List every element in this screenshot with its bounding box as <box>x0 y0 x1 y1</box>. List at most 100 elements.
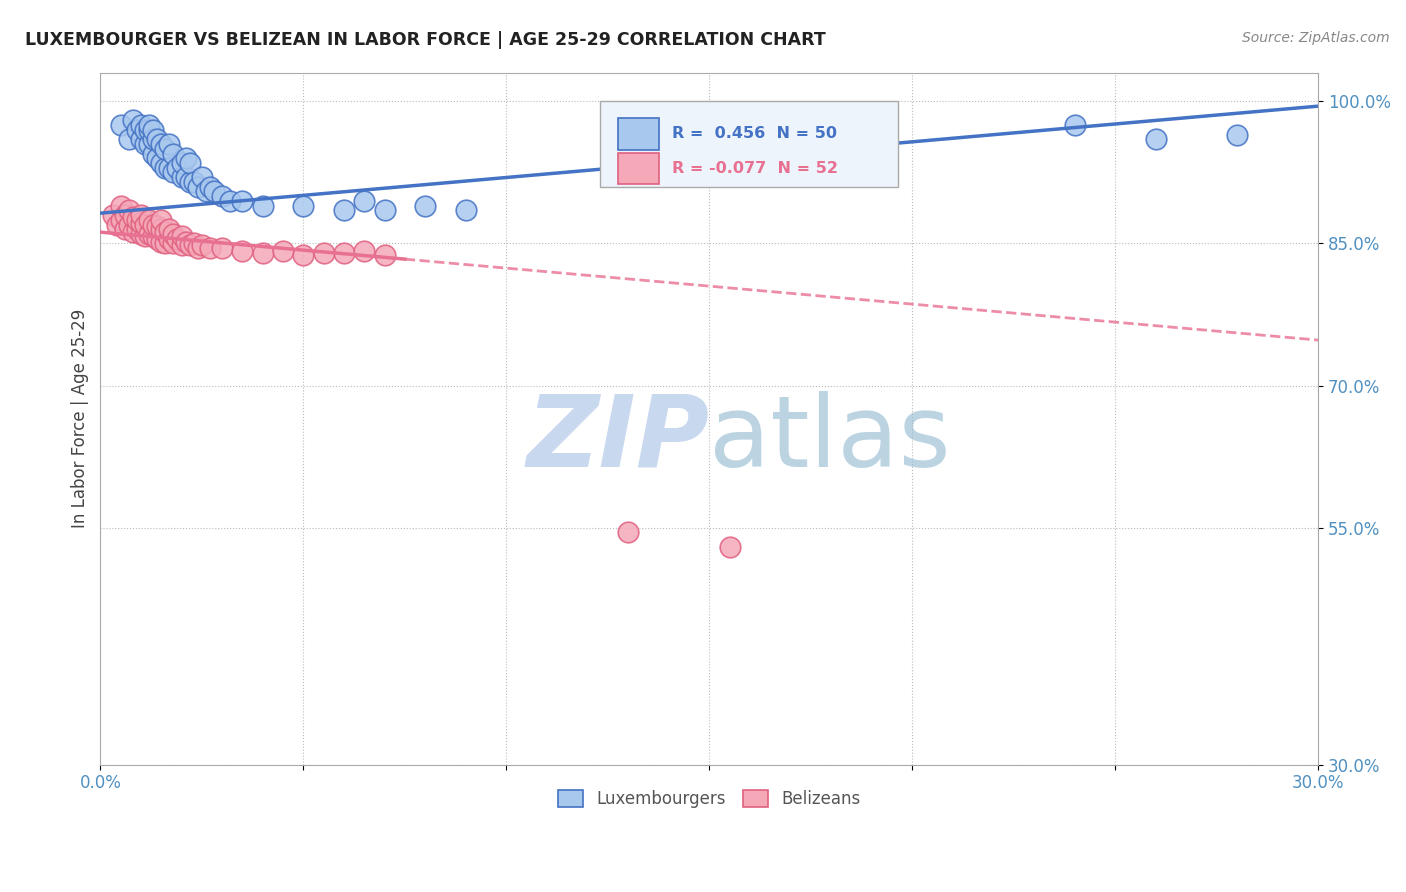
Point <box>162 146 184 161</box>
Point <box>150 212 173 227</box>
Point <box>138 212 160 227</box>
Point <box>413 198 436 212</box>
Point <box>157 161 180 175</box>
Point <box>1063 118 1085 132</box>
Point <box>155 225 177 239</box>
Point <box>219 194 242 208</box>
Point <box>617 525 640 540</box>
FancyBboxPatch shape <box>619 118 659 150</box>
Point <box>142 146 165 161</box>
Point <box>125 123 148 137</box>
Text: atlas: atlas <box>709 391 950 488</box>
Point <box>157 222 180 236</box>
Point <box>353 244 375 258</box>
Point <box>202 185 225 199</box>
Point <box>150 156 173 170</box>
Point <box>138 118 160 132</box>
Point <box>121 225 143 239</box>
Point <box>174 151 197 165</box>
Point <box>198 241 221 255</box>
Point <box>125 222 148 236</box>
FancyBboxPatch shape <box>619 153 659 185</box>
Point <box>1226 128 1249 142</box>
Point <box>150 235 173 249</box>
Point <box>162 165 184 179</box>
Point <box>166 161 188 175</box>
Point <box>125 212 148 227</box>
Point <box>121 210 143 224</box>
Point <box>454 203 477 218</box>
Point <box>174 170 197 185</box>
Legend: Luxembourgers, Belizeans: Luxembourgers, Belizeans <box>551 783 868 815</box>
Point <box>187 179 209 194</box>
Text: ZIP: ZIP <box>526 391 709 488</box>
Point <box>211 241 233 255</box>
Point <box>114 208 136 222</box>
Point <box>166 232 188 246</box>
Point <box>105 218 128 232</box>
Point <box>110 198 132 212</box>
Point <box>118 203 141 218</box>
Point <box>162 227 184 241</box>
Point <box>187 241 209 255</box>
Point <box>101 208 124 222</box>
Point <box>191 238 214 252</box>
Point <box>142 132 165 146</box>
Point <box>179 156 201 170</box>
Point <box>231 244 253 258</box>
Point <box>110 118 132 132</box>
Point <box>142 123 165 137</box>
Point <box>211 189 233 203</box>
Point <box>118 132 141 146</box>
Point <box>155 161 177 175</box>
Point <box>333 246 356 260</box>
Point <box>134 228 156 243</box>
Point <box>146 151 169 165</box>
FancyBboxPatch shape <box>600 101 898 187</box>
Point <box>157 232 180 246</box>
Point <box>146 232 169 246</box>
Point <box>110 212 132 227</box>
Point <box>179 175 201 189</box>
Point <box>129 227 152 241</box>
Point <box>150 222 173 236</box>
Point <box>121 113 143 128</box>
Point <box>252 198 274 212</box>
Point <box>718 540 741 554</box>
Point <box>373 248 395 262</box>
Point <box>194 185 217 199</box>
Point <box>292 248 315 262</box>
Point <box>157 136 180 151</box>
Point <box>142 228 165 243</box>
Text: R =  0.456  N = 50: R = 0.456 N = 50 <box>672 127 837 141</box>
Point <box>162 236 184 251</box>
Point <box>129 208 152 222</box>
Point <box>170 228 193 243</box>
Point <box>1144 132 1167 146</box>
Point <box>155 236 177 251</box>
Point <box>312 246 335 260</box>
Point <box>134 123 156 137</box>
Point <box>138 136 160 151</box>
Text: Source: ZipAtlas.com: Source: ZipAtlas.com <box>1241 31 1389 45</box>
Point <box>198 179 221 194</box>
Point <box>170 238 193 252</box>
Point <box>134 218 156 232</box>
Text: R = -0.077  N = 52: R = -0.077 N = 52 <box>672 161 838 176</box>
Point <box>134 136 156 151</box>
Point <box>129 132 152 146</box>
Point <box>142 218 165 232</box>
Point <box>231 194 253 208</box>
Text: LUXEMBOURGER VS BELIZEAN IN LABOR FORCE | AGE 25-29 CORRELATION CHART: LUXEMBOURGER VS BELIZEAN IN LABOR FORCE … <box>25 31 827 49</box>
Point <box>146 219 169 234</box>
Point <box>183 236 205 251</box>
Point <box>191 170 214 185</box>
Y-axis label: In Labor Force | Age 25-29: In Labor Force | Age 25-29 <box>72 310 89 528</box>
Point <box>252 246 274 260</box>
Point <box>118 218 141 232</box>
Point <box>170 170 193 185</box>
Point <box>333 203 356 218</box>
Point <box>129 118 152 132</box>
Point <box>292 198 315 212</box>
Point <box>129 216 152 230</box>
